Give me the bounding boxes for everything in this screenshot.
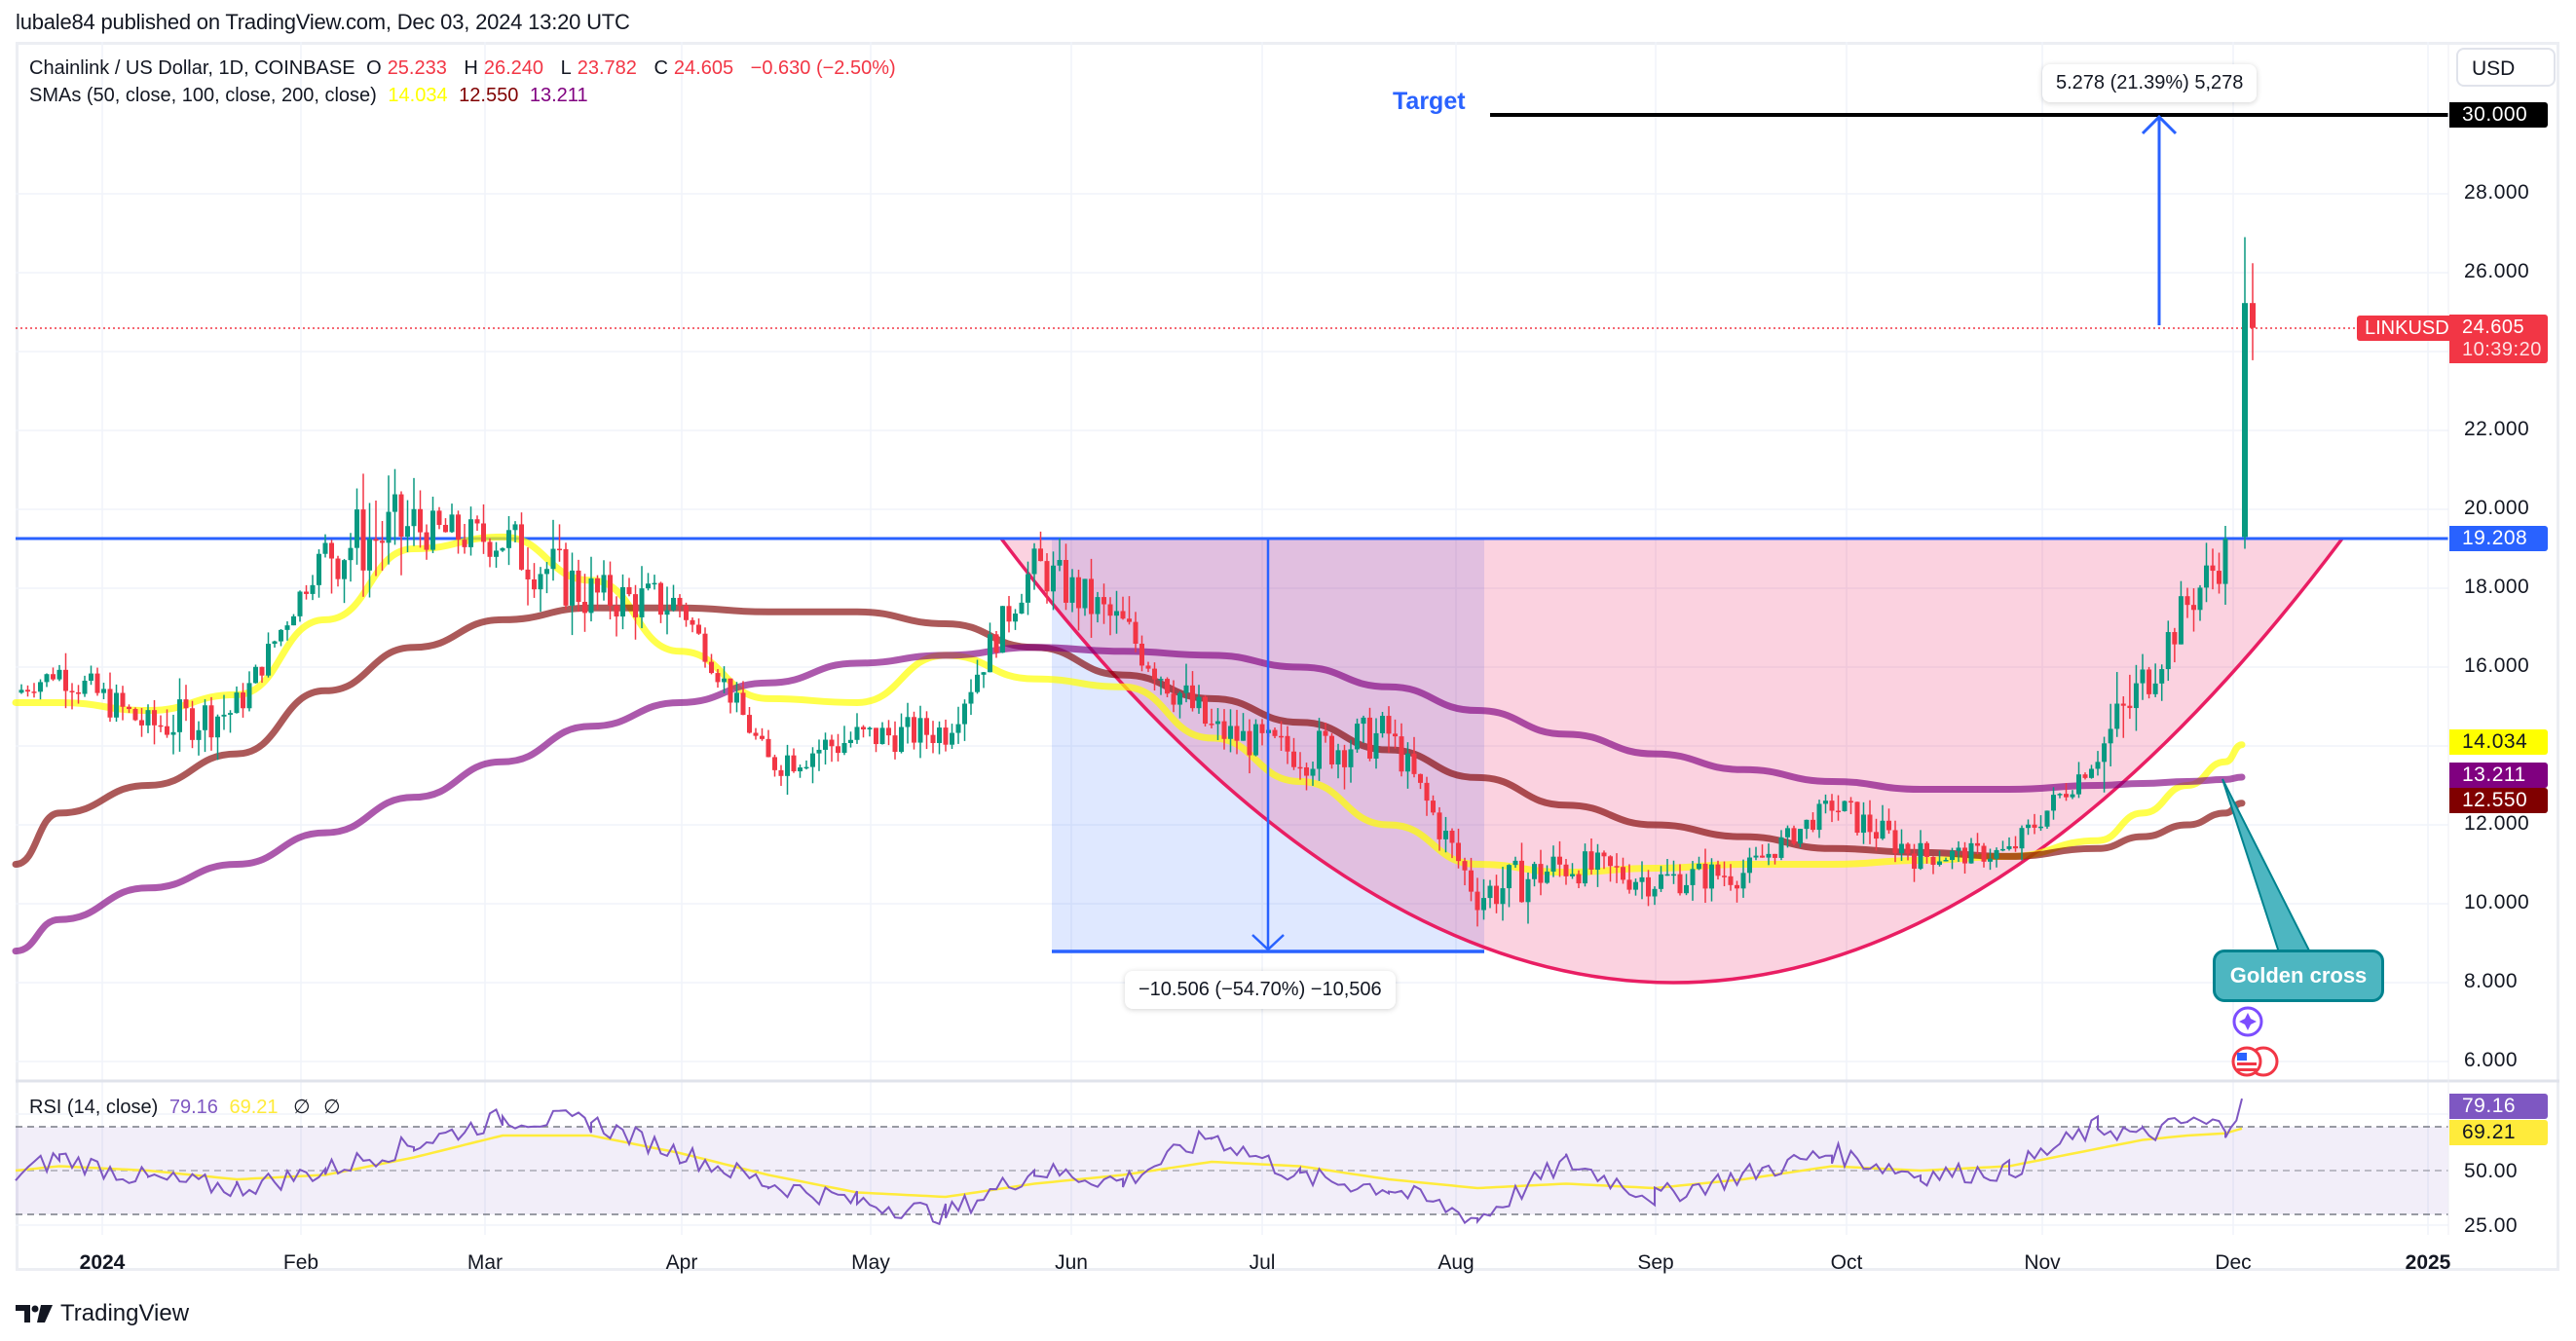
time-axis-label: May [851, 1251, 890, 1274]
close-value: 24.605 [673, 57, 734, 79]
chart-legend: Chainlink / US Dollar, 1D, COINBASE O 25.… [29, 57, 896, 106]
time-axis-label: Sep [1637, 1251, 1674, 1274]
tradingview-logo-icon [16, 1305, 53, 1322]
rsi-indicator-label[interactable]: RSI (14, close) [29, 1097, 159, 1118]
target-price-tag: 30.000 [2449, 102, 2548, 128]
time-axis-label: 2024 [79, 1251, 126, 1274]
event-icons[interactable] [2231, 1006, 2279, 1077]
sma50-value: 14.034 [388, 85, 448, 106]
chart-frame [16, 42, 2559, 1271]
price-axis-tick: 16.000 [2464, 654, 2530, 677]
price-axis-tick: 22.000 [2464, 418, 2530, 440]
symbol-title[interactable]: Chainlink / US Dollar, 1D, COINBASE [29, 57, 355, 79]
currency-button[interactable]: USD [2456, 48, 2556, 87]
sma200-value: 13.211 [529, 85, 588, 106]
rsi-axis-tick: 25.00 [2464, 1214, 2519, 1237]
price-axis-tick: 6.000 [2464, 1049, 2519, 1071]
rsi-pane [15, 1098, 2448, 1226]
rsi-axis-tick: 50.00 [2464, 1160, 2519, 1182]
change-value: −0.630 (−2.50%) [750, 57, 896, 79]
cup-arc [999, 537, 2344, 985]
time-axis-label: Nov [2024, 1251, 2061, 1274]
time-axis-label: Dec [2215, 1251, 2252, 1274]
candles [19, 237, 2256, 927]
pattern-zones [999, 537, 2344, 985]
resistance-price-tag: 19.208 [2449, 526, 2548, 551]
sma200-price-tag: 13.211 [2449, 763, 2548, 788]
time-axis-label: Jun [1055, 1251, 1088, 1274]
sma-indicator-label[interactable]: SMAs (50, close, 100, close, 200, close) [29, 85, 377, 106]
na-icon: ∅ [323, 1097, 341, 1118]
down-measure-arrow [1052, 539, 1484, 953]
price-axis-tick: 20.000 [2464, 497, 2530, 519]
sma100-value: 12.550 [459, 85, 519, 106]
last-price-tag: 24.605 10:39:20 [2449, 315, 2548, 363]
sma100-price-tag: 12.550 [2449, 788, 2548, 813]
time-axis-label: Aug [1437, 1251, 1475, 1274]
open-value: 25.233 [387, 57, 447, 79]
rsi-ma-value-tag: 69.21 [2449, 1120, 2548, 1145]
golden-cross-callout: Golden cross [2213, 950, 2384, 1002]
time-axis-label: 2025 [2405, 1251, 2451, 1274]
golden-cross-pointer [2221, 778, 2312, 953]
price-axis-tick: 28.000 [2464, 181, 2530, 204]
tradingview-logo[interactable]: TradingView [16, 1300, 189, 1327]
price-axis-tick: 26.000 [2464, 260, 2530, 282]
time-axis-label: Feb [282, 1251, 319, 1274]
grid-lines [16, 42, 2448, 1235]
last-price: 24.605 [2462, 317, 2525, 338]
rsi-ma-value: 69.21 [229, 1097, 279, 1118]
time-axis-label: Apr [665, 1251, 698, 1274]
rsi-value-tag: 79.16 [2449, 1094, 2548, 1119]
rsi-legend: RSI (14, close) 79.16 69.21 ∅ ∅ [29, 1095, 340, 1119]
price-axis-tick: 12.000 [2464, 812, 2530, 835]
na-icon: ∅ [293, 1097, 311, 1118]
up-measure-label: 5.278 (21.39%) 5,278 [2042, 64, 2258, 102]
low-value: 23.782 [577, 57, 637, 79]
publish-info: lubale84 published on TradingView.com, D… [16, 10, 630, 34]
price-axis-tick: 8.000 [2464, 970, 2519, 992]
up-measure-arrow [2141, 114, 2178, 325]
sma50-price-tag: 14.034 [2449, 729, 2548, 755]
rsi-value: 79.16 [168, 1097, 218, 1118]
time-axis-label: Jul [1249, 1251, 1276, 1274]
bar-countdown: 10:39:20 [2462, 339, 2542, 360]
target-label: Target [1393, 88, 1466, 115]
high-value: 26.240 [483, 57, 544, 79]
symbol-tag: LINKUSD [2357, 316, 2457, 341]
time-axis-label: Oct [1830, 1251, 1863, 1274]
price-axis-tick: 10.000 [2464, 891, 2530, 913]
time-axis-label: Mar [467, 1251, 504, 1274]
price-axis-tick: 18.000 [2464, 576, 2530, 598]
down-measure-label: −10.506 (−54.70%) −10,506 [1125, 971, 1396, 1009]
